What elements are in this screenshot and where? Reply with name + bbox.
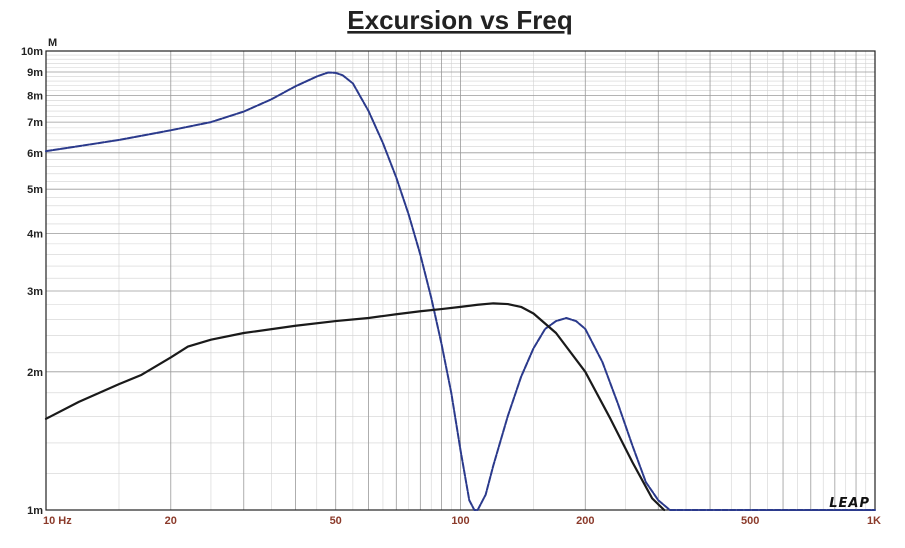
x-tick-labels: 10 Hz 20 50 100 200 500 1K bbox=[43, 515, 881, 527]
x-tick-label: 10 Hz bbox=[43, 515, 72, 527]
chart-title: Excursion vs Freq bbox=[347, 5, 572, 35]
y-axis-unit: M bbox=[48, 37, 57, 49]
y-tick-label: 8m bbox=[27, 91, 43, 103]
y-tick-labels: 10m 9m 8m 7m 6m 5m 4m 3m 2m 1m bbox=[21, 46, 43, 517]
y-tick-label: 2m bbox=[27, 367, 43, 379]
y-tick-label: 3m bbox=[27, 286, 43, 298]
x-tick-label: 50 bbox=[330, 515, 342, 527]
y-tick-label: 6m bbox=[27, 148, 43, 160]
y-tick-label: 9m bbox=[27, 67, 43, 79]
excursion-curve-blue bbox=[45, 71, 876, 511]
y-tick-label: 1m bbox=[27, 505, 43, 517]
y-tick-label: 7m bbox=[27, 117, 43, 129]
grid-major bbox=[45, 50, 875, 511]
y-tick-label: 10m bbox=[21, 46, 43, 58]
y-tick-label: 5m bbox=[27, 184, 43, 196]
series-layer bbox=[44, 71, 876, 512]
plot-frame bbox=[45, 50, 876, 511]
y-tick-label: 4m bbox=[27, 229, 43, 241]
x-tick-label: 100 bbox=[451, 515, 469, 527]
x-tick-label: 200 bbox=[576, 515, 594, 527]
x-tick-label: 500 bbox=[741, 515, 759, 527]
leap-logo: LEAP bbox=[829, 496, 870, 511]
x-tick-label: 20 bbox=[165, 515, 177, 527]
x-tick-label: 1K bbox=[867, 515, 881, 527]
excursion-curve-black bbox=[44, 302, 666, 512]
